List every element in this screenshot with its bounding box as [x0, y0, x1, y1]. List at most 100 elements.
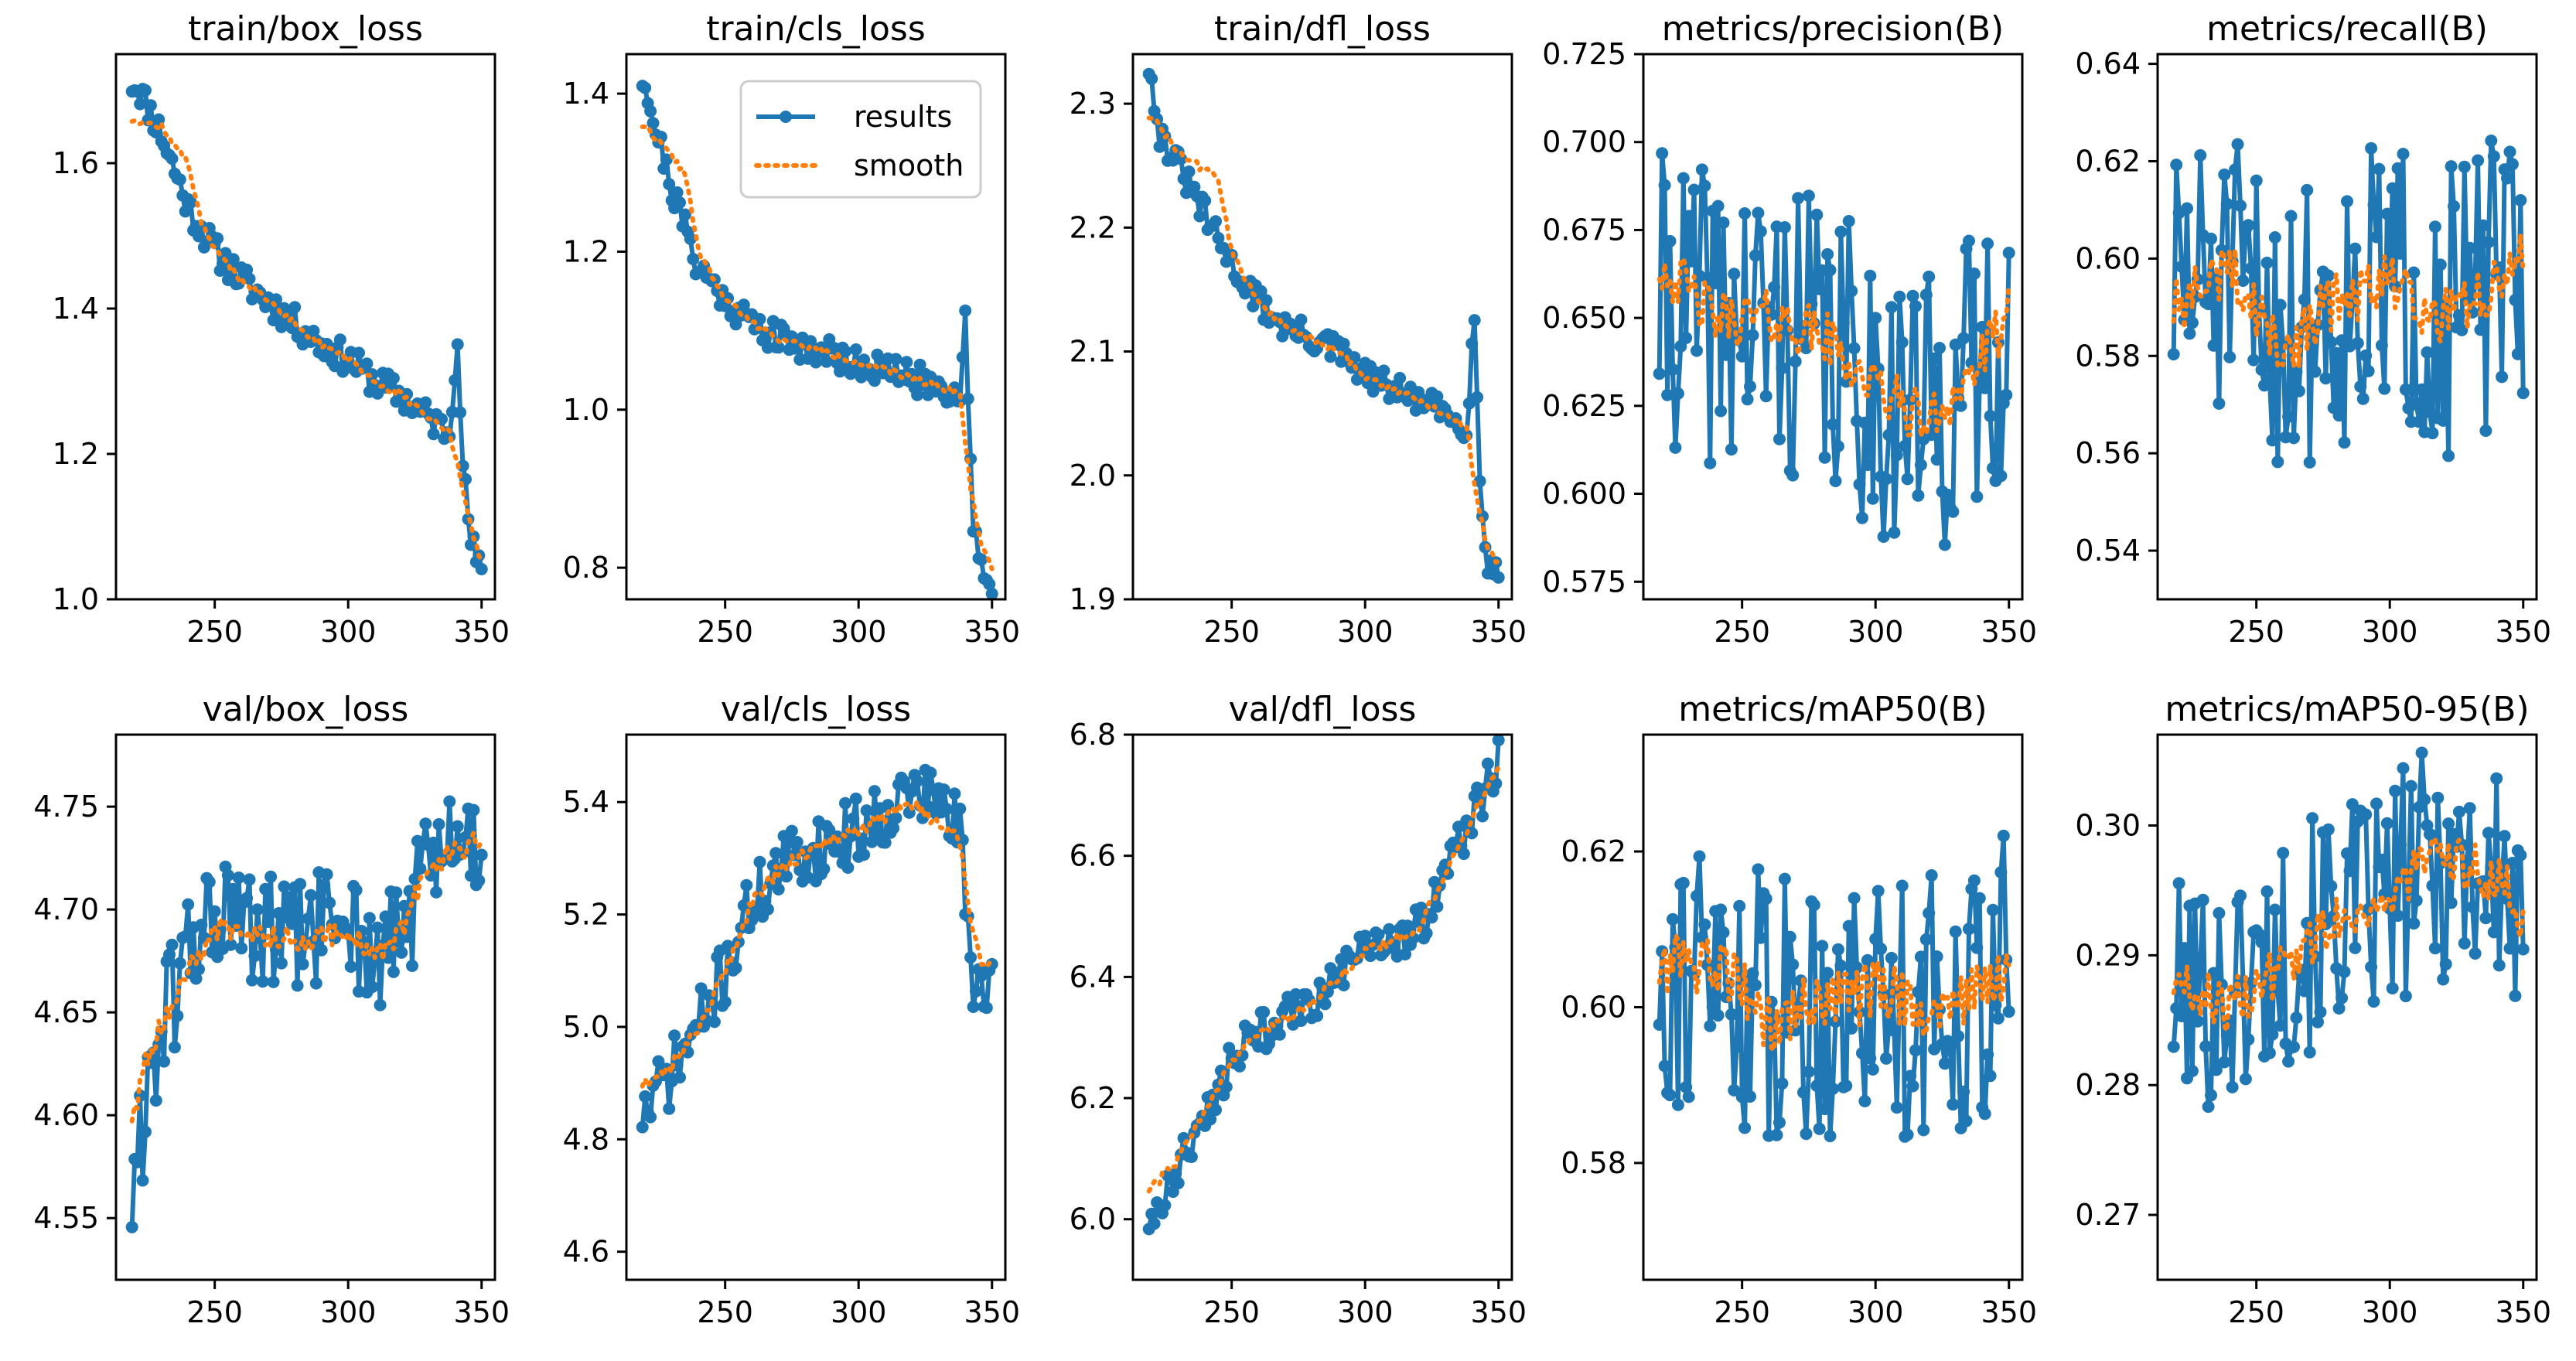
data-point	[2298, 984, 2311, 998]
data-point	[1807, 899, 1820, 912]
data-point	[2183, 327, 2196, 340]
data-point	[203, 875, 216, 889]
data-point	[911, 775, 924, 788]
series-results-line	[1656, 833, 2011, 1139]
data-point	[2437, 414, 2450, 427]
panel-train-cls-loss: train/cls_loss 250 300 350 0.8 1.0 1.2 1.4	[563, 9, 1020, 649]
data-point	[414, 862, 427, 875]
data-point	[224, 938, 237, 951]
data-point	[1994, 469, 2008, 483]
panel-title: metrics/precision(B)	[1662, 9, 2004, 49]
x-tick-label: 350	[1470, 1295, 1527, 1329]
y-tick-label: 6.2	[1070, 1081, 1116, 1115]
data-point	[1880, 472, 1892, 486]
data-point	[2349, 941, 2362, 954]
data-point	[2175, 1010, 2189, 1022]
data-point	[2415, 746, 2428, 759]
panel-title: metrics/mAP50-95(B)	[2165, 690, 2529, 729]
data-point	[1377, 364, 1390, 377]
data-point	[1845, 285, 1858, 298]
data-point	[2458, 936, 2471, 950]
y-tick-label: 0.675	[1542, 213, 1626, 247]
data-point	[2196, 893, 2209, 906]
data-point	[475, 848, 488, 861]
data-point	[2492, 959, 2506, 972]
data-point	[2375, 853, 2388, 866]
data-point	[1967, 874, 1981, 887]
data-point	[432, 818, 445, 831]
x-tick-label: 300	[1337, 615, 1394, 649]
data-point	[2255, 936, 2268, 949]
data-point	[2209, 1063, 2223, 1076]
data-point	[2239, 1073, 2252, 1086]
data-point	[1797, 1086, 1810, 1099]
data-point	[2413, 415, 2426, 428]
data-point	[278, 880, 291, 893]
data-point	[980, 1001, 993, 1015]
data-point	[2365, 960, 2378, 974]
data-point	[1233, 1059, 1246, 1073]
data-point	[2312, 1015, 2324, 1028]
data-point	[687, 253, 700, 265]
data-point	[1943, 1041, 1957, 1054]
data-point	[737, 899, 750, 912]
data-point	[2250, 174, 2263, 187]
series-smooth-line	[640, 123, 995, 571]
data-point	[694, 982, 708, 995]
data-point	[2469, 947, 2482, 960]
data-point	[2455, 323, 2469, 336]
data-point	[406, 960, 418, 972]
data-point	[131, 1155, 144, 1168]
data-point	[2397, 762, 2410, 775]
data-point	[647, 117, 660, 130]
data-point	[1257, 1005, 1271, 1018]
data-point	[1364, 950, 1377, 963]
y-tick-label: 1.9	[1070, 582, 1116, 616]
data-point	[427, 836, 440, 849]
x-tick-label: 300	[320, 1295, 377, 1329]
y-tick-label: 1.2	[563, 234, 609, 268]
legend-frame	[739, 80, 982, 199]
data-point	[259, 882, 272, 895]
data-point	[1802, 189, 1815, 203]
data-point	[2509, 989, 2522, 1002]
data-point	[1909, 300, 1922, 312]
data-point	[390, 886, 403, 899]
data-point	[2274, 1019, 2287, 1032]
y-tick-label: 4.55	[33, 1201, 99, 1235]
data-point	[2472, 154, 2485, 167]
data-point	[1831, 440, 1844, 453]
data-point	[1909, 1044, 1922, 1057]
data-point	[2380, 817, 2393, 830]
data-point	[2213, 906, 2226, 919]
data-point	[1680, 1080, 1693, 1093]
data-point	[1957, 1085, 1970, 1098]
panel-metrics-map50-95: metrics/mAP50-95(B) 250 300 350 0.27 0.28 0.29…	[2075, 690, 2551, 1329]
data-point	[1837, 316, 1850, 329]
x-tick-label: 350	[1470, 615, 1527, 649]
data-point	[1994, 866, 2008, 878]
y-tick-label: 0.8	[563, 551, 609, 585]
data-point	[2516, 387, 2530, 400]
data-point	[2263, 373, 2276, 386]
data-point	[1978, 381, 1991, 394]
y-tick-label: 4.70	[33, 892, 99, 926]
data-point	[1912, 489, 1925, 502]
data-point	[2516, 943, 2530, 956]
data-point	[2175, 260, 2189, 273]
data-point	[1970, 490, 1984, 503]
data-point	[1984, 410, 1997, 422]
data-point	[2386, 982, 2399, 994]
data-point	[849, 343, 862, 356]
data-point	[1754, 931, 1767, 944]
data-point	[1682, 1090, 1695, 1103]
x-tick-label: 250	[1714, 615, 1770, 649]
data-point	[804, 335, 817, 348]
data-point	[1880, 1052, 1892, 1065]
data-point	[1845, 1022, 1858, 1035]
data-point	[2167, 348, 2180, 361]
data-point	[889, 811, 902, 824]
series-smooth-line	[640, 798, 995, 1090]
data-point	[2421, 346, 2434, 359]
